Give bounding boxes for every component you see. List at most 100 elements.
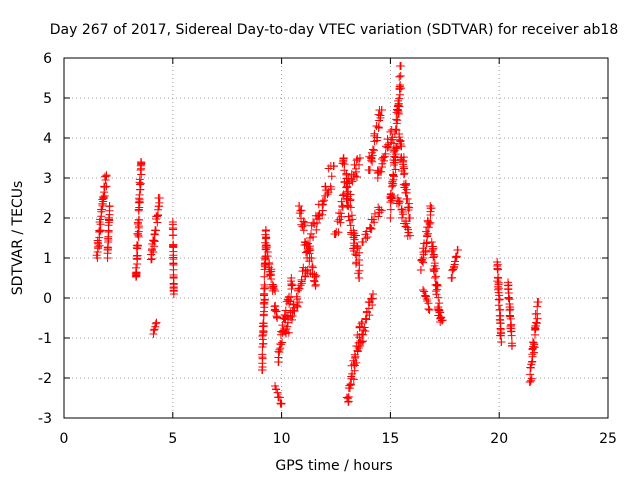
data-point (102, 171, 111, 180)
data-point (405, 199, 414, 208)
data-point (393, 116, 402, 125)
data-point (346, 221, 355, 230)
data-point (403, 194, 412, 203)
data-point (394, 109, 403, 118)
data-point (151, 226, 160, 235)
data-point (99, 193, 108, 202)
grid (64, 58, 608, 418)
data-point (526, 363, 535, 372)
data-point (267, 275, 276, 284)
data-point (261, 233, 270, 242)
data-point (430, 273, 439, 282)
data-point (354, 274, 363, 282)
data-point (310, 276, 319, 285)
data-point (377, 167, 386, 176)
data-point (429, 266, 438, 275)
data-point (366, 223, 375, 232)
data-point (345, 384, 354, 393)
data-point (339, 190, 348, 199)
data-point (357, 337, 366, 346)
data-point (422, 239, 431, 248)
data-point (361, 327, 370, 336)
data-point (355, 154, 364, 162)
data-point (318, 201, 327, 210)
data-point (349, 375, 358, 384)
data-point (263, 247, 272, 256)
data-point (343, 183, 352, 192)
data-point (416, 266, 425, 274)
data-point (391, 165, 400, 174)
data-point (428, 242, 437, 251)
data-point (397, 142, 406, 151)
data-point (504, 289, 513, 297)
data-point (343, 174, 352, 183)
data-point (434, 293, 443, 302)
data-point (494, 301, 503, 310)
data-point (132, 271, 141, 280)
data-point (376, 113, 385, 122)
data-point (306, 269, 315, 278)
data-point (395, 133, 404, 142)
data-point (383, 135, 392, 144)
data-point (448, 273, 457, 282)
data-point (96, 220, 105, 229)
data-point (374, 123, 383, 132)
data-point (425, 306, 434, 314)
data-point (395, 72, 404, 81)
data-point (169, 231, 178, 240)
data-point (396, 71, 405, 80)
data-point (288, 311, 297, 320)
data-point (504, 284, 513, 293)
data-point (105, 202, 114, 210)
data-point (283, 322, 292, 331)
data-point (425, 219, 434, 228)
data-point (496, 311, 505, 320)
y-tick-label: 6 (43, 51, 52, 67)
data-point (336, 209, 345, 218)
x-tick-label: 0 (60, 431, 69, 447)
data-point (394, 108, 403, 117)
data-point (421, 291, 430, 300)
data-point (95, 241, 104, 250)
data-point (100, 188, 109, 197)
data-point (389, 148, 398, 157)
data-point (494, 284, 503, 293)
data-point (100, 191, 109, 200)
data-point (313, 219, 322, 228)
data-point (320, 196, 329, 205)
data-point (396, 62, 405, 70)
data-point (399, 153, 408, 162)
data-point (133, 251, 142, 260)
data-point (429, 244, 438, 253)
data-point (346, 195, 355, 204)
data-point (311, 272, 320, 281)
data-point (391, 144, 400, 153)
data-point (386, 127, 395, 136)
data-point (403, 223, 412, 232)
data-point (275, 345, 284, 354)
data-point (307, 254, 316, 263)
data-point (435, 299, 444, 308)
data-point (355, 261, 364, 270)
data-point (352, 173, 361, 182)
data-point (295, 202, 304, 210)
data-point (424, 229, 433, 238)
data-point (348, 177, 357, 186)
data-point (379, 153, 388, 162)
data-point (395, 198, 404, 207)
data-point (308, 263, 317, 272)
data-point (395, 102, 404, 111)
y-tick-label: 5 (43, 91, 52, 107)
data-point (424, 223, 433, 232)
data-point (360, 323, 369, 332)
y-tick-label: -3 (38, 411, 52, 427)
data-point (337, 212, 346, 221)
data-point (495, 291, 504, 300)
data-point (401, 179, 410, 188)
data-point (104, 227, 113, 236)
data-point (389, 179, 398, 188)
data-point (399, 160, 408, 169)
data-point (392, 143, 401, 152)
data-point (299, 226, 308, 235)
data-point (386, 205, 395, 214)
